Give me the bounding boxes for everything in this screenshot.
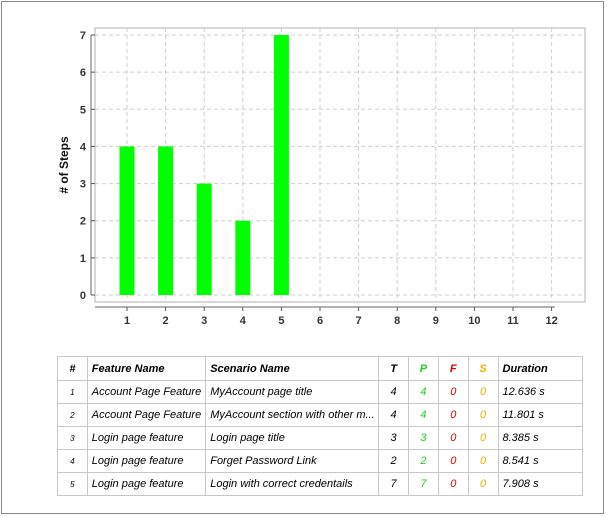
row-duration: 8.541 s xyxy=(497,449,583,473)
y-tick-label: 6 xyxy=(80,67,86,79)
y-tick-label: 7 xyxy=(80,30,86,42)
header-passed[interactable]: P xyxy=(408,356,439,381)
row-passed: 7 xyxy=(408,472,439,496)
row-passed: 3 xyxy=(408,426,439,450)
x-tick-label: 11 xyxy=(507,315,519,327)
row-num: 4 xyxy=(57,449,88,473)
y-tick-label: 3 xyxy=(80,179,86,191)
y-tick-label: 1 xyxy=(80,253,86,265)
x-tick-label: 2 xyxy=(163,315,169,327)
bar xyxy=(196,183,212,295)
row-passed: 2 xyxy=(408,449,439,473)
row-passed: 4 xyxy=(408,380,439,404)
row-total: 7 xyxy=(378,472,410,496)
row-duration: 7.908 s xyxy=(497,472,583,496)
header-duration[interactable]: Duration xyxy=(497,356,583,381)
row-feature-name[interactable]: Login page feature xyxy=(86,426,207,450)
row-skipped: 0 xyxy=(467,380,499,404)
table-row: 5 Login page feature Login with correct … xyxy=(57,472,583,496)
row-num: 3 xyxy=(57,426,88,450)
row-num: 1 xyxy=(57,380,88,404)
row-total: 4 xyxy=(378,403,410,427)
bar xyxy=(119,146,135,295)
x-tick-label: 4 xyxy=(240,315,247,327)
row-skipped: 0 xyxy=(467,449,499,473)
row-feature-name[interactable]: Login page feature xyxy=(86,449,207,473)
row-feature-name[interactable]: Login page feature xyxy=(86,472,207,496)
y-tick-label: 2 xyxy=(80,216,86,228)
row-scenario-name[interactable]: Login page title xyxy=(205,426,380,450)
x-tick-label: 6 xyxy=(317,315,323,327)
row-scenario-name[interactable]: Forget Password Link xyxy=(205,449,380,473)
x-tick-label: 12 xyxy=(545,315,557,327)
table-row: 1 Account Page Feature MyAccount page ti… xyxy=(57,380,583,404)
row-failed: 0 xyxy=(437,426,469,450)
bar xyxy=(235,220,251,295)
row-num: 2 xyxy=(57,403,88,427)
row-failed: 0 xyxy=(437,449,469,473)
x-tick-label: 3 xyxy=(201,315,207,327)
row-total: 2 xyxy=(378,449,410,473)
header-skipped[interactable]: S xyxy=(467,356,499,381)
x-tick-label: 7 xyxy=(356,315,362,327)
y-tick-label: 0 xyxy=(80,290,86,302)
row-scenario-name[interactable]: Login with correct credentails xyxy=(205,472,380,496)
header-total[interactable]: T xyxy=(378,356,410,381)
row-feature-name[interactable]: Account Page Feature xyxy=(86,403,207,427)
plot-area xyxy=(94,27,586,303)
y-axis-label: # of Steps xyxy=(57,136,71,194)
row-duration: 12.636 s xyxy=(497,380,583,404)
row-failed: 0 xyxy=(437,403,469,427)
x-tick-label: 1 xyxy=(124,315,130,327)
table-row: 2 Account Page Feature MyAccount section… xyxy=(57,403,583,427)
scenario-table: # Feature Name Scenario Name T P F S Dur… xyxy=(57,356,583,496)
table-header-row: # Feature Name Scenario Name T P F S Dur… xyxy=(57,356,583,381)
row-duration: 11.801 s xyxy=(497,403,583,427)
row-scenario-name[interactable]: MyAccount section with other m... xyxy=(205,403,380,427)
row-total: 4 xyxy=(378,380,410,404)
row-skipped: 0 xyxy=(467,426,499,450)
header-feature-name[interactable]: Feature Name xyxy=(86,356,207,381)
bar xyxy=(158,146,174,295)
header-scenario-name[interactable]: Scenario Name xyxy=(205,356,380,381)
header-num: # xyxy=(57,356,88,381)
row-failed: 0 xyxy=(437,380,469,404)
row-passed: 4 xyxy=(408,403,439,427)
bar xyxy=(273,35,289,295)
row-total: 3 xyxy=(378,426,410,450)
x-tick-label: 9 xyxy=(433,315,439,327)
row-scenario-name[interactable]: MyAccount page title xyxy=(205,380,380,404)
row-duration: 8.385 s xyxy=(497,426,583,450)
row-feature-name[interactable]: Account Page Feature xyxy=(86,380,207,404)
x-tick-label: 10 xyxy=(468,315,480,327)
y-tick-label: 4 xyxy=(80,141,87,153)
x-tick-label: 5 xyxy=(278,315,284,327)
row-num: 5 xyxy=(57,472,88,496)
table-row: 4 Login page feature Forget Password Lin… xyxy=(57,449,583,473)
header-failed[interactable]: F xyxy=(437,356,469,381)
row-failed: 0 xyxy=(437,472,469,496)
row-skipped: 0 xyxy=(467,403,499,427)
y-tick-label: 5 xyxy=(80,104,86,116)
x-tick-label: 8 xyxy=(394,315,400,327)
table-row: 3 Login page feature Login page title 3 … xyxy=(57,426,583,450)
row-skipped: 0 xyxy=(467,472,499,496)
